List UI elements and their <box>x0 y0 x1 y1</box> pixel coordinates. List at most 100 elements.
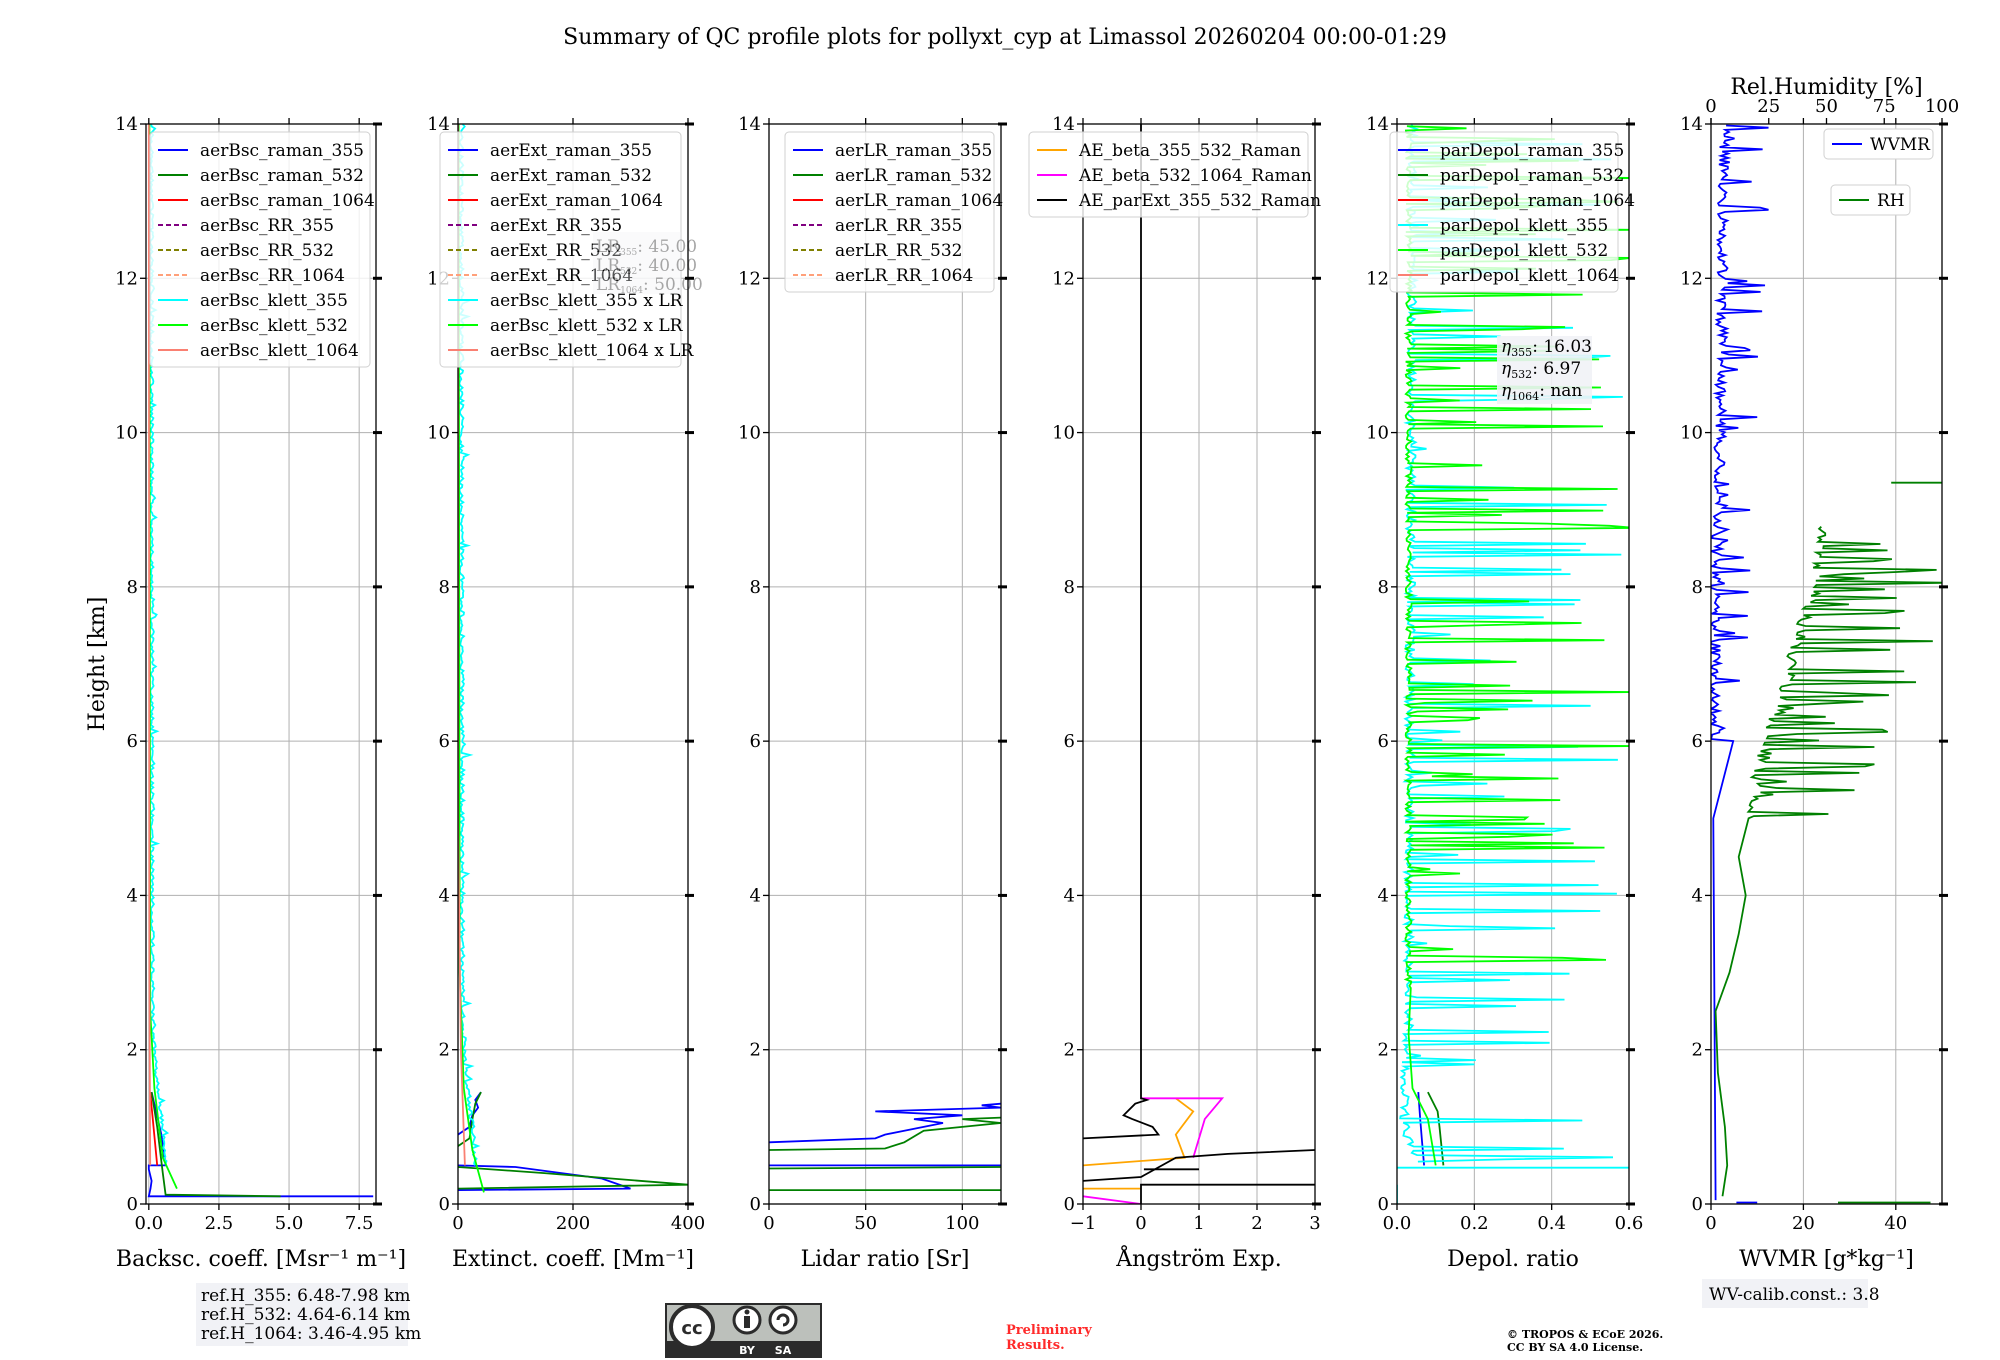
y-tick-label: 8 <box>1064 577 1075 598</box>
legend-label: aerExt_RR_355 <box>490 216 622 236</box>
eta-355: η355: 16.03 <box>1501 337 1592 359</box>
series-line-aerbsc-raman-355 <box>147 1091 374 1198</box>
legend-label: aerBsc_raman_355 <box>200 141 364 161</box>
lr-1064: LR1064: 50.00 <box>596 275 703 296</box>
legend: aerBsc_raman_355 aerBsc_raman_532 aerBsc_r… <box>149 131 375 368</box>
series-line-ae-parext-355-532-raman <box>1140 1183 1315 1204</box>
legend-label: aerExt_raman_532 <box>490 166 652 186</box>
y-tick-label: 8 <box>439 577 450 598</box>
preliminary-note-line1: Preliminary <box>1006 1323 1092 1338</box>
legend-label: aerBsc_RR_355 <box>200 216 334 236</box>
x-tick-label: 0 <box>1705 1213 1716 1234</box>
legend-box <box>1028 131 1309 218</box>
series-line-aerext-raman-532 <box>458 1166 688 1190</box>
series-line-aerlr-raman-532 <box>769 1166 1001 1170</box>
panel-0: 0.0 2.5 5.0 7.5 0 2 4 6 8 10 12 14 Backsc. coeff. [M… <box>115 114 406 1272</box>
series-line-ae-beta-355-532-raman <box>1083 1097 1195 1167</box>
y-tick-label: 8 <box>127 577 138 598</box>
legend-box <box>439 131 682 368</box>
legend-box <box>149 131 371 368</box>
y-tick-label: 10 <box>1366 423 1389 444</box>
series-line-aerbsc-raman-1064 <box>149 1092 159 1166</box>
x-tick-label: 0 <box>763 1213 774 1234</box>
legend-label: AE_parExt_355_532_Raman <box>1078 191 1321 211</box>
legend-label: aerBsc_klett_532 x LR <box>490 316 684 336</box>
legend-label: aerBsc_klett_355 <box>200 291 348 311</box>
y-tick-label: 6 <box>750 731 761 752</box>
panel-2: 0 50 100 0 2 4 6 8 10 12 14 Lidar ratio [Sr] aerLR_r… <box>738 114 1007 1272</box>
copyright-line2: CC BY SA 4.0 License. <box>1507 1341 1643 1354</box>
x-tick-label: 20 <box>1792 1213 1815 1234</box>
y-tick-label: 10 <box>738 423 761 444</box>
y-tick-label: 12 <box>1366 268 1389 289</box>
y-tick-label: 4 <box>750 885 761 906</box>
legend-label: aerLR_raman_532 <box>835 166 992 186</box>
y-tick-label: 0 <box>127 1194 138 1215</box>
svg-text:BY: BY <box>739 1344 756 1357</box>
legend: parDepol_raman_355 parDepol_raman_532 parD… <box>1389 131 1635 293</box>
legend-label: aerExt_RR_532 <box>490 241 622 261</box>
legend-wvmr: WVMR <box>1823 128 1934 160</box>
series-line-aerbsc-klett-532-x-lr <box>458 124 485 1193</box>
y-tick-label: 2 <box>1064 1040 1075 1061</box>
series-line-ae-parext-355-532-raman <box>1083 124 1161 1140</box>
legend-label: AE_beta_532_1064_Raman <box>1078 166 1312 186</box>
legend-box <box>1389 131 1619 293</box>
x-tick-label: 0.4 <box>1537 1213 1566 1234</box>
y-tick-label: 12 <box>1052 268 1075 289</box>
legend: aerExt_raman_355 aerExt_raman_532 aerExt_r… <box>439 131 694 368</box>
eta-annotation: η355: 16.03 η532: 6.97 η1064: nan <box>1497 336 1592 404</box>
series-line-wvmr <box>1711 124 1769 1201</box>
legend-label: aerBsc_RR_532 <box>200 241 334 261</box>
x-tick-label: −1 <box>1070 1213 1097 1234</box>
legend-label: parDepol_klett_532 <box>1440 241 1608 261</box>
y-tick-label: 14 <box>738 114 761 135</box>
y-tick-label: 8 <box>1378 577 1389 598</box>
y-tick-label: 14 <box>1366 114 1389 135</box>
legend-label: parDepol_klett_355 <box>1440 216 1608 236</box>
y-tick-label: 0 <box>439 1194 450 1215</box>
legend-label: aerLR_RR_1064 <box>835 266 973 286</box>
legend-label: aerBsc_klett_355 x LR <box>490 291 684 311</box>
legend-label: WVMR <box>1870 135 1931 155</box>
y-tick-label: 0 <box>1692 1194 1703 1215</box>
legend-label: parDepol_raman_1064 <box>1440 191 1635 211</box>
lr-355: LR355: 45.00 <box>596 237 697 258</box>
ref-height-355: ref.H_355: 6.48-7.98 km <box>201 1286 410 1306</box>
top-x-tick-label: 25 <box>1757 96 1780 117</box>
x-tick-label: 2 <box>1251 1213 1262 1234</box>
y-tick-label: 0 <box>1378 1194 1389 1215</box>
series-line-pardepol-raman-355 <box>1417 1092 1425 1166</box>
series-line-rh <box>1714 526 1942 1197</box>
panel-4: 0.0 0.2 0.4 0.6 0 2 4 6 8 10 12 14 Depol. ratio parDe… <box>1366 114 1643 1272</box>
y-tick-label: 10 <box>115 423 138 444</box>
y-tick-label: 6 <box>439 731 450 752</box>
y-axis-label: Height [km] <box>85 597 110 732</box>
y-tick-label: 0 <box>1064 1194 1075 1215</box>
x-tick-label: 0.6 <box>1615 1213 1644 1234</box>
y-tick-label: 2 <box>1692 1040 1703 1061</box>
y-tick-label: 12 <box>738 268 761 289</box>
axes-frame <box>1396 123 1630 1205</box>
x-tick-label: 1 <box>1193 1213 1204 1234</box>
legend-label: aerBsc_klett_532 <box>200 316 348 336</box>
axes-frame <box>145 123 377 1205</box>
reference-heights-box: ref.H_355: 6.48-7.98 km ref.H_532: 4.64-… <box>196 1283 421 1346</box>
x-tick-label: 100 <box>945 1213 979 1234</box>
y-tick-label: 4 <box>1692 885 1703 906</box>
legend-label: parDepol_raman_532 <box>1440 166 1624 186</box>
series-line-aerlr-raman-355 <box>769 1102 1001 1144</box>
legend-label: aerBsc_raman_1064 <box>200 191 375 211</box>
preliminary-note-line2: Results. <box>1006 1338 1065 1353</box>
y-tick-label: 14 <box>115 114 138 135</box>
y-tick-label: 2 <box>1378 1040 1389 1061</box>
x-tick-label: 2.5 <box>205 1213 234 1234</box>
x-tick-label: 0.0 <box>134 1213 163 1234</box>
lidar-ratio-annotation: LR355: 45.00 LR532: 40.00 LR1064: 50.00 <box>593 232 703 296</box>
figure-title: Summary of QC profile plots for pollyxt_… <box>563 25 1447 50</box>
x-tick-label: 0.0 <box>1383 1213 1412 1234</box>
top-x-tick-label: 50 <box>1815 96 1838 117</box>
